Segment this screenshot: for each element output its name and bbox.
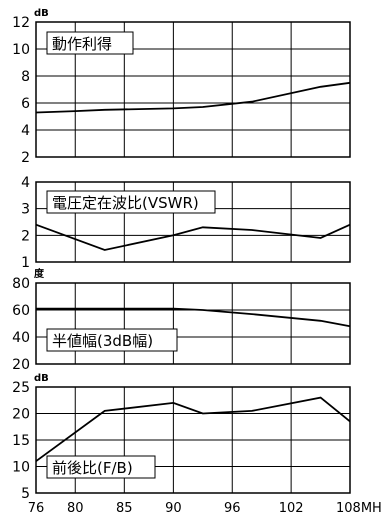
- x-tick-label: 85: [116, 501, 133, 516]
- panel-3-ytick-label: 60: [12, 303, 30, 319]
- panel-4-title-box: [46, 455, 156, 479]
- panel-1-series-line: [35, 81, 351, 114]
- panel-1-title-box: [46, 31, 134, 55]
- panel-3-ytick-label: 40: [12, 330, 30, 346]
- panel-1-title: 動作利得: [52, 35, 112, 53]
- panel-4-ytick-label: 10: [12, 460, 30, 476]
- panel-4-ytick-label: 20: [12, 407, 30, 423]
- x-tick-label: 90: [165, 501, 182, 516]
- panel-1-ytick-label: 4: [21, 123, 30, 139]
- panel-3-title: 半値幅(3dB幅): [52, 332, 153, 350]
- panel-2-ytick-label: 3: [21, 202, 30, 218]
- panel-3-ytick-label: 80: [12, 276, 30, 292]
- panel-2-ytick-label: 2: [21, 228, 30, 244]
- panel-2-ytick-label: 1: [21, 255, 30, 271]
- panel-4-ytick-label: 25: [12, 380, 30, 396]
- panel-3-title-box: [46, 328, 178, 352]
- panel-4-title: 前後比(F/B): [52, 459, 133, 477]
- panel-1-unit-label: dB: [34, 8, 49, 19]
- panel-1-ytick-label: 8: [21, 69, 30, 85]
- panel-3-series-line: [36, 307, 351, 328]
- panel-1-ytick-label: 6: [21, 96, 30, 112]
- x-tick-label: 108MHz: [336, 501, 382, 516]
- panel-4-ytick-label: 5: [21, 486, 30, 502]
- panel-4-series-line: [35, 396, 351, 462]
- panel-3-frame: [35, 282, 351, 365]
- x-tick-label: 102: [279, 501, 304, 516]
- panel-1-ytick-label: 2: [21, 150, 30, 166]
- panel-2-title-box: [46, 190, 216, 214]
- panel-4-frame: [35, 386, 351, 494]
- panel-1-ytick-label: 10: [12, 42, 30, 58]
- panel-3-ytick-label: 20: [12, 357, 30, 373]
- panel-1-frame: [35, 21, 351, 158]
- panel-1-ytick-label: 12: [12, 15, 30, 31]
- x-tick-label: 76: [28, 501, 45, 516]
- panel-2-frame: [35, 181, 351, 263]
- panel-2-ytick-label: 4: [21, 175, 30, 191]
- x-tick-label: 96: [224, 501, 241, 516]
- x-tick-label: 80: [67, 501, 84, 516]
- panel-3-unit-label: 度: [34, 267, 45, 280]
- panel-2-title: 電圧定在波比(VSWR): [52, 194, 199, 212]
- panel-4-unit-label: dB: [34, 373, 49, 384]
- panel-2-series-line: [35, 223, 351, 251]
- panel-4-ytick-label: 15: [12, 433, 30, 449]
